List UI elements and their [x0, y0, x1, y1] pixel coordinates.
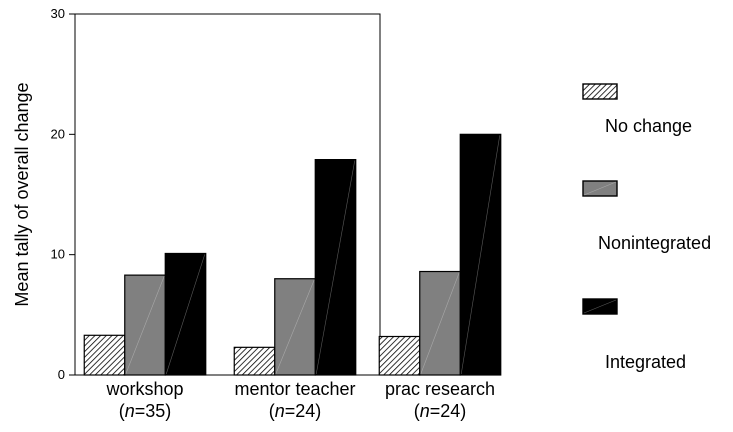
x-category-n-label: (n=24)	[414, 401, 467, 421]
bar-no-change	[378, 335, 421, 376]
bar-sheen	[420, 272, 460, 375]
x-category-n-label: (n=24)	[269, 401, 322, 421]
legend-label: Nonintegrated	[598, 233, 711, 253]
plot-frame	[74, 13, 381, 376]
bar-sheen	[460, 135, 501, 375]
legend-swatch-sheen	[583, 299, 617, 314]
bar-sheen	[315, 160, 356, 375]
legend-swatch-sheen	[583, 181, 617, 196]
legend-label: No change	[605, 116, 692, 136]
legend-label: Integrated	[605, 352, 686, 372]
y-tick-label: 30	[51, 6, 65, 21]
bar-sheen	[275, 279, 315, 375]
bar-no-change	[233, 346, 276, 376]
y-tick-label: 10	[51, 247, 65, 262]
x-category-label: prac research	[385, 379, 495, 399]
y-tick-label: 0	[58, 367, 65, 382]
bar-sheen	[125, 276, 165, 375]
legend-swatch	[582, 83, 618, 100]
x-category-label: workshop	[105, 379, 183, 399]
y-tick-label: 20	[51, 126, 65, 141]
x-category-n-label: (n=35)	[119, 401, 172, 421]
bar-no-change	[83, 334, 126, 376]
y-axis-title: Mean tally of overall change	[12, 82, 32, 306]
bar-sheen	[165, 254, 206, 375]
x-category-label: mentor teacher	[234, 379, 355, 399]
